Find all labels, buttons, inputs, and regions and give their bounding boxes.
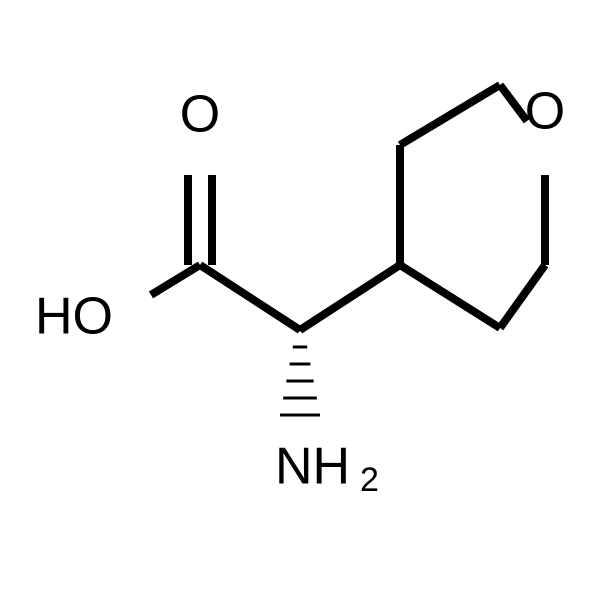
atom-label: O <box>525 83 565 141</box>
atom-label: NH <box>275 438 350 496</box>
atom-label: 2 <box>360 461 379 499</box>
bond <box>400 265 500 328</box>
bond <box>400 85 500 145</box>
atom-label: O <box>180 86 220 144</box>
bond <box>300 265 400 330</box>
chemical-structure: O HO O NH 2 <box>0 0 600 600</box>
atom-label: HO <box>35 288 113 346</box>
bond <box>500 85 527 121</box>
bond <box>151 265 200 295</box>
bond <box>500 265 545 328</box>
bond <box>200 265 300 330</box>
